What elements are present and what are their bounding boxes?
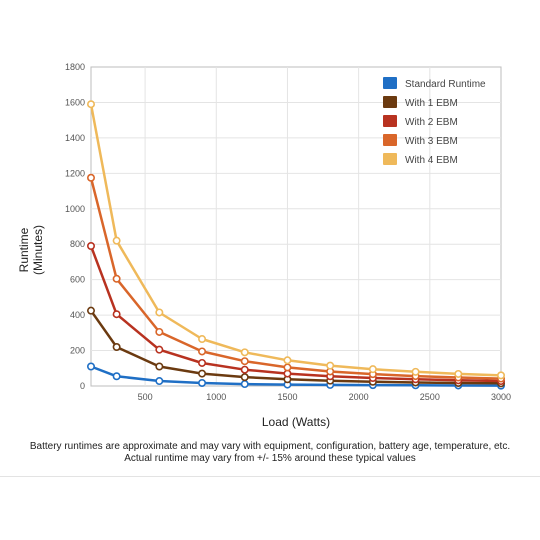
y-axis-title-line2: (Minutes)	[31, 225, 45, 275]
y-tick-label: 800	[70, 239, 85, 249]
data-point	[240, 357, 249, 366]
data-point	[155, 377, 164, 386]
legend-label: With 4 EBM	[405, 155, 458, 166]
data-point	[87, 362, 96, 371]
caption-line-1: Battery runtimes are approximate and may…	[29, 441, 511, 452]
data-point	[368, 365, 377, 374]
data-point	[87, 306, 96, 315]
x-axis-ticks: 500 1000 1500 2000 2500 3000	[138, 392, 511, 402]
data-point	[240, 373, 249, 382]
data-point	[240, 348, 249, 357]
x-tick-label: 1000	[206, 392, 226, 402]
data-point	[198, 335, 207, 344]
legend-swatch	[383, 153, 397, 165]
series-lines	[87, 100, 505, 390]
runtime-chart: 0 200 400 600 800 1000 1200 1400 1600 1800 500 100…	[17, 62, 511, 429]
plot-area	[90, 66, 502, 387]
data-point	[240, 380, 249, 389]
y-tick-label: 1200	[65, 168, 85, 178]
data-point	[155, 345, 164, 354]
data-point	[87, 173, 96, 182]
data-point	[155, 308, 164, 317]
legend-swatch	[383, 115, 397, 127]
data-point	[198, 378, 207, 387]
x-tick-label: 2000	[349, 392, 369, 402]
legend-label: Standard Runtime	[405, 79, 486, 90]
data-point	[112, 274, 121, 283]
y-tick-label: 1800	[65, 62, 85, 72]
x-tick-label: 1500	[277, 392, 297, 402]
data-point	[87, 100, 96, 109]
data-point	[198, 347, 207, 356]
data-point	[454, 369, 463, 378]
legend-label: With 3 EBM	[405, 136, 458, 147]
data-point	[112, 236, 121, 245]
y-tick-label: 1000	[65, 204, 85, 214]
legend: Standard Runtime With 1 EBM With 2 EBM With…	[383, 77, 486, 166]
data-point	[112, 310, 121, 319]
y-axis-title-line1: Runtime	[17, 227, 31, 272]
y-tick-label: 1600	[65, 97, 85, 107]
y-tick-label: 0	[80, 381, 85, 391]
x-axis-title: Load (Watts)	[262, 415, 330, 429]
data-point	[240, 365, 249, 374]
legend-swatch	[383, 134, 397, 146]
y-tick-label: 1400	[65, 133, 85, 143]
data-point	[112, 343, 121, 352]
y-axis-ticks: 0 200 400 600 800 1000 1200 1400 1600 1800	[65, 62, 85, 391]
data-point	[411, 367, 420, 376]
legend-swatch	[383, 96, 397, 108]
legend-label: With 2 EBM	[405, 117, 458, 128]
x-tick-label: 2500	[420, 392, 440, 402]
data-point	[155, 327, 164, 336]
data-point	[112, 372, 121, 381]
series-5	[87, 100, 505, 380]
data-point	[496, 371, 505, 380]
data-point	[326, 361, 335, 370]
data-point	[283, 356, 292, 365]
y-tick-label: 400	[70, 310, 85, 320]
legend-label: With 1 EBM	[405, 98, 458, 109]
y-tick-label: 200	[70, 346, 85, 356]
data-point	[198, 369, 207, 378]
data-point	[198, 358, 207, 367]
chart-caption: Battery runtimes are approximate and may…	[0, 441, 540, 465]
x-tick-label: 3000	[491, 392, 511, 402]
data-point	[283, 363, 292, 372]
caption-line-2: Actual runtime may vary from +/- 15% aro…	[124, 453, 416, 464]
data-point	[155, 362, 164, 371]
data-point	[87, 241, 96, 250]
x-tick-label: 500	[138, 392, 153, 402]
y-tick-label: 600	[70, 275, 85, 285]
divider	[0, 476, 540, 477]
legend-swatch	[383, 77, 397, 89]
